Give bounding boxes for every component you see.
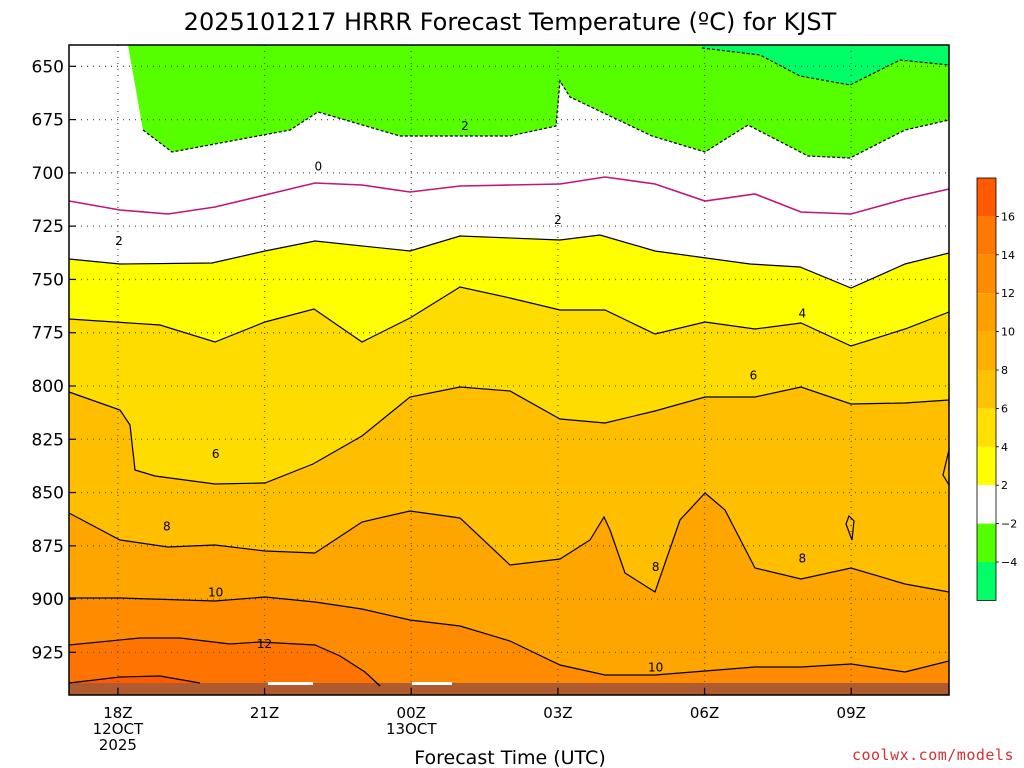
colorbar-swatch-0: [977, 178, 996, 217]
contour-labels: 2 0 2 2 4 6 6 8 8 8 10 10 12: [115, 119, 806, 674]
contour-minus2-dashed: [142, 79, 950, 159]
colorbar-swatch-8: [977, 485, 996, 524]
band-bright-green-minus4: [702, 45, 949, 85]
contour-label-2: 2: [115, 234, 123, 248]
x-tick-label-2-0: 00Z: [397, 704, 426, 722]
contour-label-1: 0: [315, 159, 323, 173]
contour-label-7: 8: [163, 520, 171, 534]
contour-label-3: 2: [554, 213, 562, 227]
x-tick-label-0-1: 12OCT: [93, 720, 144, 738]
contour-2: [68, 234, 950, 289]
colorbar-swatch-5: [977, 370, 996, 409]
colorbar-frame: [976, 177, 997, 601]
contour-zero-line: [68, 176, 950, 215]
y-tick-label-750: 750: [32, 270, 64, 290]
colorbar-label-4: 8: [1001, 364, 1008, 377]
x-tick-label-3-0: 03Z: [543, 704, 572, 722]
y-tick-label-825: 825: [32, 430, 64, 450]
colorbar-label-3: 10: [1001, 326, 1015, 339]
dotted-grid: [69, 45, 949, 695]
colorbar-label-8: −2: [1001, 518, 1017, 531]
surface-gap-white-2: [412, 682, 452, 685]
colorbar-label-1: 14: [1001, 249, 1015, 262]
colorbar-swatch-10: [977, 562, 996, 601]
contour-label-0: 2: [461, 119, 469, 133]
x-tick-label-0-0: 18Z: [103, 704, 132, 722]
chart-title: 2025101217 HRRR Forecast Temperature (ºC…: [184, 8, 837, 36]
colorbar-swatch-2: [977, 254, 996, 294]
x-tick-label-5-0: 09Z: [837, 704, 866, 722]
colorbar-swatch-9: [977, 523, 996, 562]
colorbar: 16 14 12 10 8 6 4 2 −2 −4: [976, 177, 1017, 601]
contour-8: [68, 492, 950, 593]
x-tick-label-4-0: 06Z: [690, 704, 719, 722]
colorbar-label-5: 6: [1001, 402, 1008, 415]
x-tick-label-1-0: 21Z: [250, 704, 279, 722]
y-axis: 650 675 700 725 750 775 800 825 850 875 900 925: [32, 57, 76, 663]
colorbar-swatch-1: [977, 216, 996, 255]
credit-text[interactable]: coolwx.com/models: [852, 746, 1014, 764]
y-tick-label-925: 925: [32, 643, 64, 663]
x-axis-title: Forecast Time (UTC): [414, 747, 605, 768]
colorbar-label-9: −4: [1001, 556, 1017, 569]
x-tick-label-0-2: 2025: [99, 736, 137, 754]
contour-label-12: 12: [257, 637, 272, 651]
colorbar-label-0: 16: [1001, 210, 1015, 223]
contour-label-8: 8: [652, 560, 660, 574]
surface-ground-strip: [69, 683, 949, 695]
y-tick-label-900: 900: [32, 590, 64, 610]
colorbar-label-7: 2: [1001, 479, 1008, 492]
y-tick-label-725: 725: [32, 217, 64, 237]
y-tick-label-775: 775: [32, 324, 64, 344]
colorbar-swatch-4: [977, 331, 996, 370]
contour-lines: [68, 47, 950, 687]
temperature-fill-bands: [69, 45, 949, 695]
y-tick-label-650: 650: [32, 57, 64, 77]
y-tick-label-675: 675: [32, 111, 64, 131]
colorbar-label-2: 12: [1001, 287, 1015, 300]
y-tick-label-850: 850: [32, 484, 64, 504]
contour-12: [68, 637, 381, 687]
contour-10: [69, 596, 950, 676]
y-tick-label-700: 700: [32, 164, 64, 184]
y-tick-label-875: 875: [32, 537, 64, 557]
contour-label-11: 10: [648, 660, 663, 674]
colorbar-swatch-6: [977, 408, 996, 447]
contour-label-4: 4: [799, 307, 807, 321]
colorbar-swatch-7: [977, 446, 996, 486]
contour-label-5: 6: [212, 447, 220, 461]
surface-gap-white-1: [268, 682, 313, 685]
plot-frame: [68, 44, 950, 696]
contour-6-edge: [942, 449, 950, 486]
contour-4: [68, 286, 950, 347]
contour-8-closed: [845, 514, 855, 541]
contour-label-9: 8: [799, 552, 807, 566]
x-tick-label-2-1: 13OCT: [386, 720, 437, 738]
band-red-orange-14-to-16: [69, 676, 200, 684]
y-tick-label-800: 800: [32, 377, 64, 397]
colorbar-label-6: 4: [1001, 441, 1008, 454]
contour-6: [68, 386, 950, 485]
contour-14: [68, 675, 201, 684]
colorbar-swatch-3: [977, 293, 996, 332]
contour-label-6: 6: [750, 368, 758, 382]
contour-label-10: 10: [208, 586, 223, 600]
band-green-above-minus2: [128, 45, 949, 158]
